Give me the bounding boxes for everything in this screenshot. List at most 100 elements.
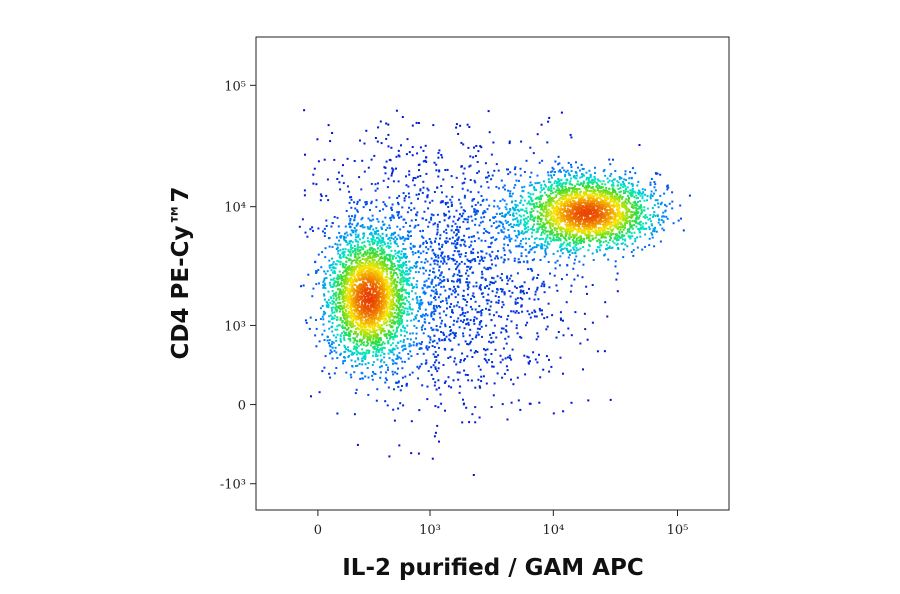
event-dot xyxy=(629,223,632,226)
event-dot xyxy=(552,168,555,171)
event-dot xyxy=(354,238,357,241)
event-dot xyxy=(443,230,445,233)
event-dot xyxy=(593,218,596,221)
event-dot xyxy=(399,278,402,281)
event-dot xyxy=(536,227,539,230)
event-dot xyxy=(519,222,522,225)
event-dot xyxy=(570,284,573,287)
event-dot xyxy=(601,220,604,223)
event-dot xyxy=(404,277,407,280)
event-dot xyxy=(596,211,598,214)
event-dot xyxy=(587,213,590,216)
event-dot xyxy=(409,224,412,227)
event-dot xyxy=(549,231,552,233)
event-dot xyxy=(386,253,389,256)
event-dot xyxy=(494,280,497,283)
event-dot xyxy=(424,258,427,261)
event-dot xyxy=(349,253,352,256)
event-dot xyxy=(559,246,562,249)
event-dot xyxy=(634,217,637,220)
event-dot xyxy=(519,297,522,299)
event-dot xyxy=(478,323,481,326)
event-dot xyxy=(503,249,506,252)
event-dot xyxy=(393,304,396,307)
event-dot xyxy=(590,180,593,183)
event-dot xyxy=(426,242,428,244)
event-dot xyxy=(361,352,364,355)
event-dot xyxy=(619,194,622,197)
event-dot xyxy=(337,288,340,291)
event-dot xyxy=(341,174,344,177)
event-dot xyxy=(495,311,498,314)
event-dot xyxy=(372,267,375,270)
event-dot xyxy=(562,192,565,195)
event-dot xyxy=(555,194,558,197)
event-dot xyxy=(571,226,574,229)
event-dot xyxy=(347,254,350,257)
event-dot xyxy=(625,212,628,215)
event-dot xyxy=(595,225,597,228)
event-dot xyxy=(569,203,572,206)
event-dot xyxy=(548,243,551,246)
event-dot xyxy=(372,259,375,262)
event-dot xyxy=(659,240,662,243)
event-dot xyxy=(356,202,359,205)
event-dot xyxy=(328,237,331,240)
event-dot xyxy=(345,296,347,299)
event-dot xyxy=(458,262,461,265)
event-dot xyxy=(318,340,321,343)
event-dot xyxy=(312,173,315,176)
event-dot xyxy=(426,194,429,197)
event-dot xyxy=(559,200,562,203)
event-dot xyxy=(568,209,571,212)
event-dot xyxy=(651,224,654,227)
event-dot xyxy=(324,311,327,314)
event-dot xyxy=(400,328,402,331)
event-dot xyxy=(306,235,309,238)
event-dot xyxy=(352,288,355,291)
event-dot xyxy=(436,223,439,226)
event-dot xyxy=(379,354,382,357)
event-dot xyxy=(418,163,421,166)
event-dot xyxy=(393,348,396,351)
event-dot xyxy=(372,347,375,350)
event-dot xyxy=(550,187,553,190)
event-dot xyxy=(433,276,436,279)
event-dot xyxy=(346,234,349,237)
event-dot xyxy=(400,330,403,333)
event-dot xyxy=(348,350,351,353)
event-dot xyxy=(538,181,541,184)
event-dot xyxy=(342,284,345,287)
event-dot xyxy=(414,292,417,295)
event-dot xyxy=(347,312,350,315)
event-dot xyxy=(467,323,470,326)
event-dot xyxy=(335,236,338,239)
event-dot xyxy=(579,197,582,200)
event-dot xyxy=(349,339,352,342)
event-dot xyxy=(624,200,627,203)
event-dot xyxy=(375,313,378,316)
event-dot xyxy=(374,264,377,267)
event-dot xyxy=(364,324,366,327)
event-dot xyxy=(621,242,624,245)
event-dot xyxy=(351,319,354,322)
event-dot xyxy=(356,327,359,329)
event-dot xyxy=(420,315,422,318)
event-dot xyxy=(659,194,662,197)
event-dot xyxy=(332,297,335,300)
event-dot xyxy=(409,350,412,353)
event-dot xyxy=(579,206,582,209)
event-dot xyxy=(364,375,367,378)
event-dot xyxy=(434,292,437,295)
event-dot xyxy=(384,296,387,298)
event-dot xyxy=(418,307,421,310)
event-dot xyxy=(353,160,356,162)
event-dot xyxy=(668,202,671,205)
event-dot xyxy=(369,344,372,347)
event-dot xyxy=(552,412,555,415)
event-dot xyxy=(316,138,319,141)
event-dot xyxy=(383,255,386,258)
event-dot xyxy=(362,265,365,267)
event-dot xyxy=(543,285,546,288)
event-dot xyxy=(366,249,369,252)
